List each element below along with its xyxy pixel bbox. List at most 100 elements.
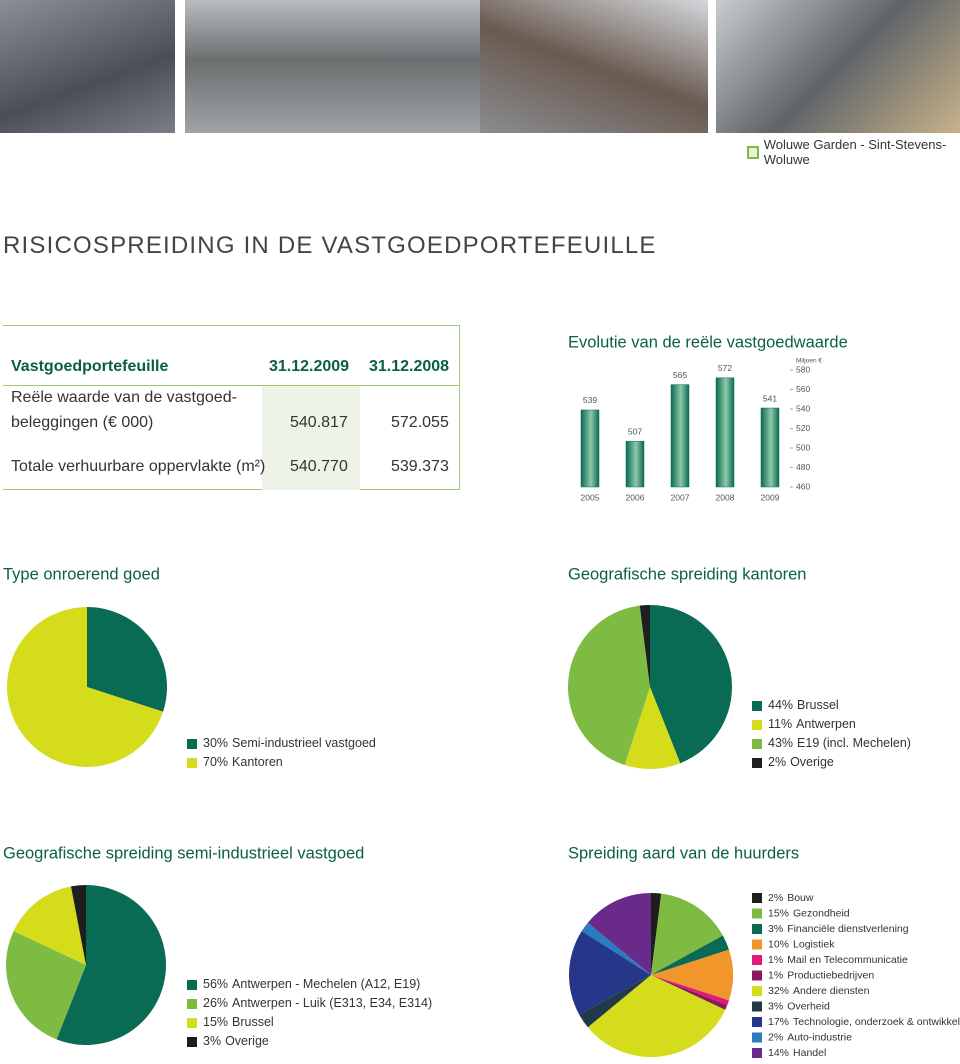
legend-swatch — [752, 939, 762, 950]
legend-entry: 11% Antwerpen — [768, 717, 856, 731]
caption-icon — [747, 145, 759, 159]
page-title: RISICOSPREIDING IN DE VASTGOEDPORTEFEUIL… — [3, 232, 657, 259]
pie-slice — [568, 931, 651, 1015]
y-tick-label: 560 — [796, 384, 810, 394]
legend-value: 70% — [203, 755, 228, 769]
legend-swatch — [752, 701, 762, 711]
legend-value: 3% — [768, 1000, 783, 1012]
table-cell: 539.373 — [391, 458, 449, 475]
value-label: 565 — [673, 370, 687, 380]
x-tick-label: 2008 — [716, 492, 735, 502]
legend-label: E19 (incl. Mechelen) — [797, 736, 911, 750]
legend-swatch — [752, 970, 762, 981]
legend-label: Kantoren — [232, 755, 283, 769]
legend-label: Antwerpen - Luik (E313, E34, E314) — [232, 996, 432, 1010]
legend-value: 10% — [768, 938, 789, 950]
bar — [580, 409, 600, 488]
legend-label: Gezondheid — [793, 907, 850, 919]
legend-value: 2% — [768, 892, 783, 904]
row-separator — [3, 385, 459, 386]
legend-value: 2% — [768, 1031, 783, 1043]
y-tick-label: 580 — [796, 364, 810, 374]
x-tick-label: 2009 — [761, 492, 780, 502]
legend-swatch — [187, 999, 197, 1009]
legend-value: 14% — [768, 1047, 789, 1059]
bar — [760, 407, 780, 488]
pie-slice — [587, 975, 726, 1057]
legend-entry: 56% Antwerpen - Mechelen (A12, E19) — [203, 977, 420, 991]
caption-text: Woluwe Garden - Sint-Stevens-Woluwe — [763, 137, 947, 167]
legend-label: Productiebedrijven — [787, 969, 874, 981]
legend-swatch — [187, 980, 197, 990]
legend-swatch — [187, 1037, 197, 1047]
photo — [0, 0, 175, 133]
pie-slice — [624, 687, 681, 770]
legend-entry: 3% Overige — [203, 1034, 269, 1048]
legend-value: 1% — [768, 954, 783, 966]
legend-label: Antwerpen - Mechelen (A12, E19) — [232, 977, 420, 991]
legend-entry: 32% Andere diensten — [768, 985, 870, 997]
table-header: 31.12.2009 — [269, 358, 350, 375]
legend-entry: 3% Overheid — [768, 1000, 830, 1012]
legend-entry: 2% Auto-industrie — [768, 1031, 852, 1043]
pie-slice — [651, 893, 723, 975]
legend-label: Handel — [793, 1047, 826, 1059]
pie-slice — [581, 922, 651, 975]
legend-label: Semi-industrieel vastgoed — [232, 736, 376, 750]
legend-label: Overige — [225, 1034, 269, 1048]
legend-entry: 17% Technologie, onderzoek & ontwikkeling — [768, 1016, 960, 1028]
legend-entry: 10% Logistiek — [768, 938, 835, 950]
legend-entry: 3% Financiële dienstverlening — [768, 923, 909, 935]
table-cell: 540.770 — [290, 458, 348, 475]
y-tick-label: 460 — [796, 481, 810, 491]
legend-label: Brussel — [232, 1015, 274, 1029]
pie-slice — [651, 975, 729, 1006]
legend-swatch — [187, 739, 197, 749]
photo-caption: Woluwe Garden - Sint-Stevens-Woluwe — [747, 137, 960, 167]
value-label: 541 — [763, 393, 777, 403]
legend-swatch — [752, 955, 762, 965]
table-cell: beleggingen (€ 000) — [11, 414, 154, 431]
y-tick-label: 540 — [796, 403, 810, 413]
column-shade — [262, 386, 360, 490]
legend-label: Technologie, onderzoek & ontwikkeling — [793, 1016, 960, 1028]
legend-swatch — [752, 739, 762, 749]
photo — [716, 0, 960, 133]
legend-swatch — [752, 986, 762, 996]
legend-swatch — [752, 908, 762, 919]
legend-value: 44% — [768, 698, 793, 712]
legend-value: 17% — [768, 1016, 789, 1028]
table-header: Vastgoedportefeuille — [11, 358, 169, 375]
legend-entry: 14% Handel — [768, 1047, 826, 1059]
legend-value: 3% — [203, 1034, 221, 1048]
legend-label: Logistiek — [793, 938, 835, 950]
legend-entry: 1% Mail en Telecommunicatie — [768, 954, 908, 966]
pie-slice — [639, 605, 650, 687]
legend-value: 43% — [768, 736, 793, 750]
chart-title: Type onroerend goed — [3, 565, 160, 583]
value-label: 539 — [583, 395, 597, 405]
bar — [670, 384, 690, 488]
chart-title: Geografische spreiding semi-industrieel … — [3, 844, 364, 862]
legend-label: Brussel — [797, 698, 839, 712]
legend-value: 1% — [768, 969, 783, 981]
legend-value: 11% — [768, 717, 792, 731]
legend-label: Bouw — [787, 892, 814, 904]
legend-value: 26% — [203, 996, 228, 1010]
table-cell: Reële waarde van de vastgoed- — [11, 389, 237, 406]
legend-swatch — [752, 1017, 762, 1027]
legend-label: Andere diensten — [793, 985, 870, 997]
legend-label: Antwerpen — [796, 717, 856, 731]
y-tick-label: 500 — [796, 442, 810, 452]
photo — [185, 0, 480, 133]
x-tick-label: 2007 — [671, 492, 690, 502]
legend-label: Mail en Telecommunicatie — [787, 954, 908, 966]
value-label: 507 — [628, 426, 642, 436]
legend-swatch — [752, 1048, 762, 1058]
y-tick-label: 480 — [796, 462, 810, 472]
legend-value: 2% — [768, 755, 786, 769]
legend-entry: 1% Productiebedrijven — [768, 969, 874, 981]
legend-entry: 15% Gezondheid — [768, 907, 850, 919]
x-tick-label: 2005 — [581, 492, 600, 502]
